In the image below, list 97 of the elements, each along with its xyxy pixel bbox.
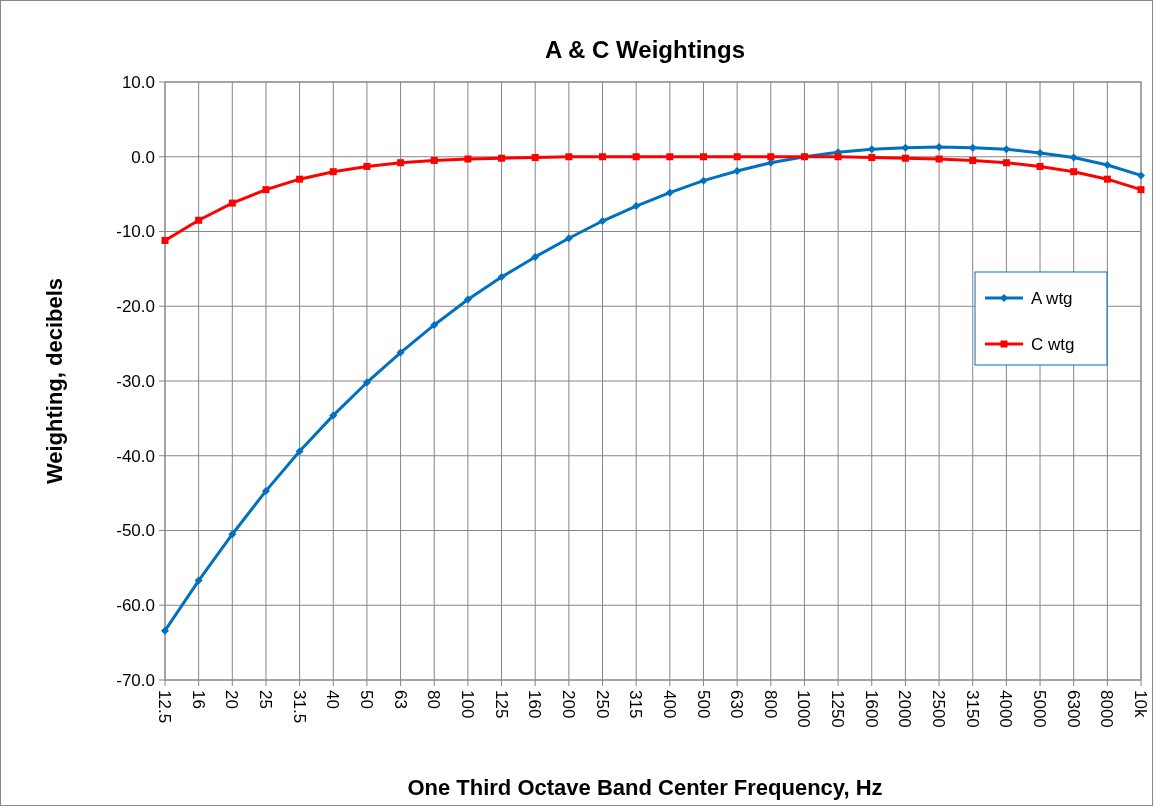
x-tick-label: 10k [1131,690,1151,718]
x-tick-label: 2000 [895,690,915,728]
point [632,153,640,161]
chart-title: A & C Weightings [545,36,745,63]
point [195,216,203,224]
point [564,234,573,243]
point [531,154,539,161]
point [968,143,977,152]
point [901,154,909,162]
x-tick-label: 63 [390,690,410,709]
point [228,199,236,207]
point [161,626,169,635]
x-tick-label: 40 [323,690,343,709]
point [295,447,304,456]
point [329,168,337,176]
point [834,153,842,161]
x-tick-label: 160 [525,690,545,719]
x-tick-label: 800 [760,690,780,719]
x-tick-label: 100 [457,690,477,719]
y-tick-label: -20.0 [116,297,155,317]
x-tick-label: 315 [626,690,646,719]
point [1070,168,1078,176]
x-tick-label: 2500 [929,690,949,728]
x-tick-label: 1250 [828,690,848,728]
x-tick-label: 5000 [1030,690,1050,728]
x-tick-label: 250 [592,690,612,719]
y-axis-title: Weighting, decibels [42,277,67,485]
point [498,154,506,162]
x-tick-label: 12.5 [155,690,175,724]
point [396,348,405,357]
x-tick-label: 6300 [1063,690,1083,728]
point [430,320,439,329]
x-tick-label: 630 [727,690,747,719]
point [363,162,371,170]
legend-label: C wtg [1031,334,1075,354]
point [935,155,943,163]
x-tick-label: 16 [188,690,208,709]
point [699,153,707,161]
point [767,153,775,161]
point [598,217,607,226]
point [262,186,270,194]
point [868,154,876,161]
x-tick-label: 31.5 [289,690,309,724]
point [901,143,910,152]
point [194,576,203,585]
x-tick-label: 1000 [794,690,814,728]
point [261,486,270,495]
y-tick-label: 0.0 [131,147,155,167]
x-tick-label: 200 [558,690,578,719]
x-tick-label: 50 [356,690,376,709]
point [228,530,237,539]
point [161,236,169,244]
point [632,202,641,211]
point [531,252,540,261]
point [969,156,977,164]
point [362,378,371,387]
x-tick-label: 125 [491,690,511,719]
point [464,155,472,163]
y-tick-label: -60.0 [116,596,155,616]
point [666,153,674,161]
x-tick-label: 80 [424,690,444,709]
point [397,159,405,167]
y-tick-label: -30.0 [116,371,155,391]
point [1002,145,1011,154]
point [1002,159,1010,167]
y-tick-label: 10.0 [121,72,155,92]
point [733,166,742,175]
point [1103,175,1111,183]
y-tick-label: -70.0 [116,670,155,690]
point [599,153,607,161]
point [497,273,506,282]
x-tick-label: 8000 [1097,690,1117,728]
y-tick-label: -10.0 [116,222,155,242]
legend-label: A wtg [1031,288,1073,308]
x-tick-label: 20 [222,690,242,709]
point [296,175,304,183]
x-tick-label: 25 [256,690,276,709]
y-tick-label: -50.0 [116,521,155,541]
y-tick-label: -40.0 [116,446,155,466]
point [463,295,472,304]
x-tick-label: 400 [659,690,679,719]
x-tick-label: 4000 [996,690,1016,728]
point [565,153,573,161]
point [1069,153,1078,162]
point [699,176,708,185]
x-tick-label: 500 [693,690,713,719]
x-axis-title: One Third Octave Band Center Frequency, Hz [407,775,883,800]
point [329,411,338,420]
point [1137,186,1145,194]
point [430,156,438,164]
x-tick-label: 1600 [861,690,881,728]
x-tick-label: 3150 [962,690,982,728]
point [1103,160,1112,169]
point [1137,171,1145,180]
point [1036,162,1044,170]
point [733,153,741,161]
point [665,188,674,197]
